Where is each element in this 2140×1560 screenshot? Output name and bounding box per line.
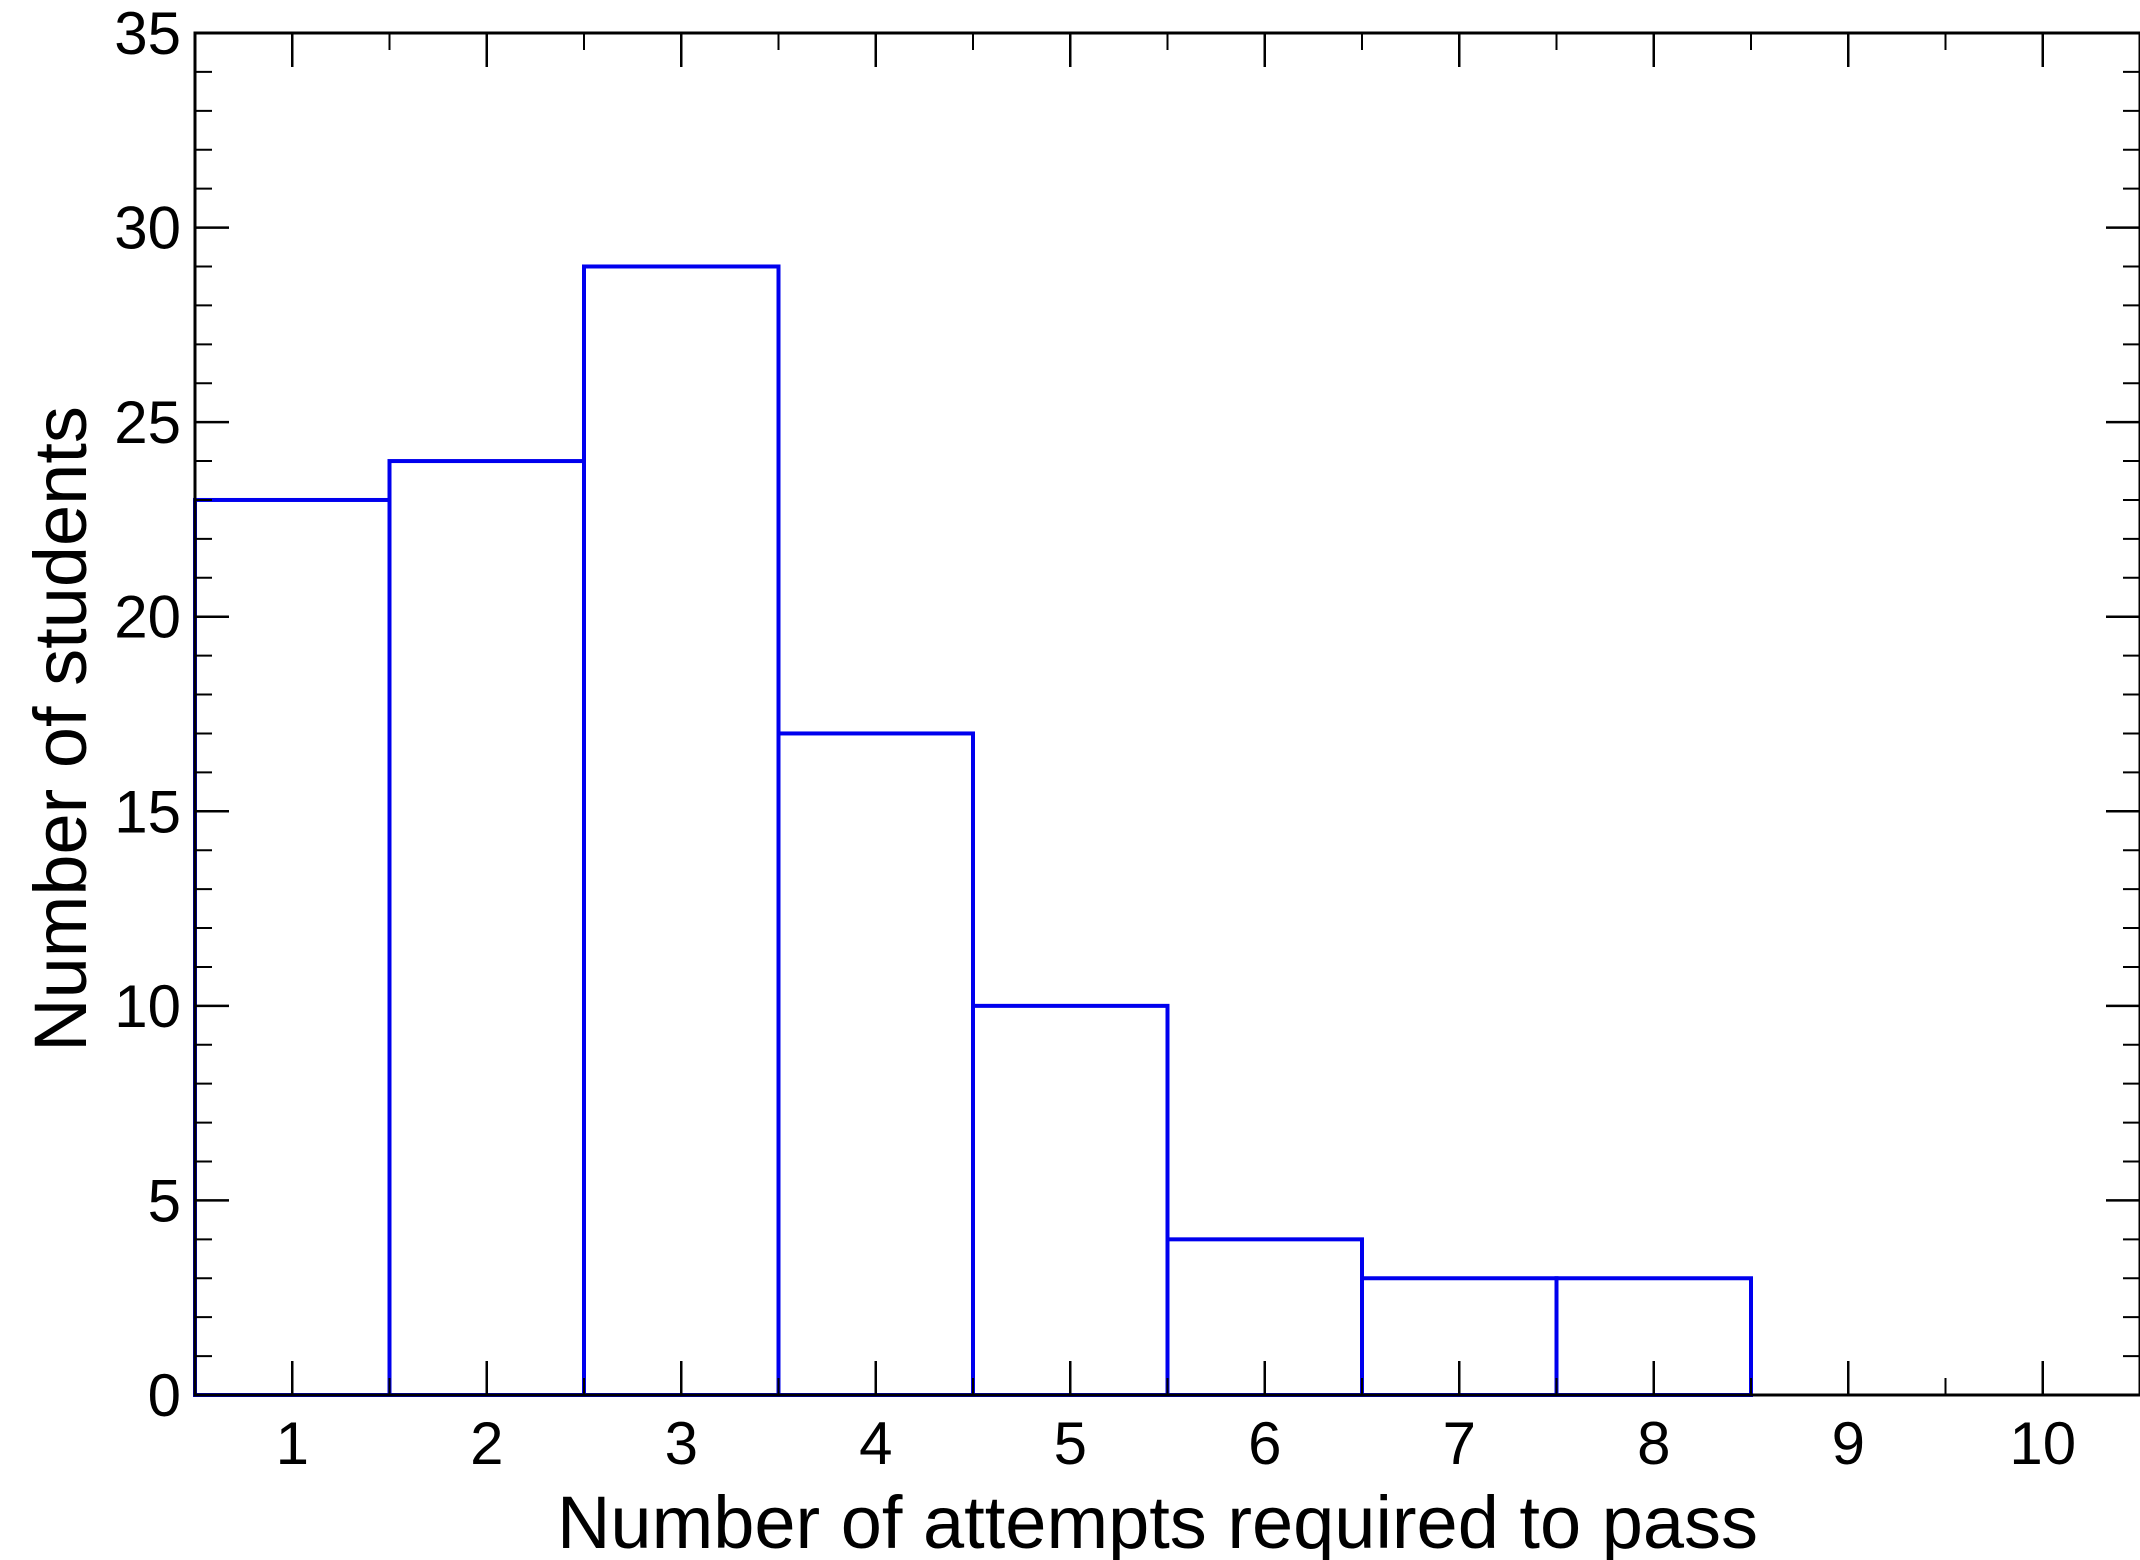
x-tick-label: 8	[1637, 1410, 1670, 1477]
histogram-bar-5	[971, 1003, 1170, 1397]
y-tick-label: 10	[114, 973, 181, 1040]
y-tick-label: 25	[114, 389, 181, 456]
x-tick-label: 4	[859, 1410, 892, 1477]
histogram-bar-3	[582, 264, 781, 1397]
histogram-bar-1	[193, 497, 392, 1397]
histogram-bar-4	[776, 731, 975, 1397]
x-axis-title: Number of attempts required to pass	[557, 1481, 1758, 1560]
y-tick-label: 20	[114, 584, 181, 651]
plot-frame	[193, 31, 2140, 1397]
x-tick-label: 1	[276, 1410, 309, 1477]
x-tick-label: 5	[1054, 1410, 1087, 1477]
y-tick-label: 35	[114, 0, 181, 67]
x-tick-label: 6	[1248, 1410, 1281, 1477]
y-tick-label: 5	[148, 1167, 181, 1234]
y-tick-label: 30	[114, 195, 181, 262]
x-tick-label: 7	[1443, 1410, 1476, 1477]
x-tick-label: 3	[665, 1410, 698, 1477]
bars-layer	[193, 264, 1753, 1398]
histogram-bar-2	[387, 459, 586, 1397]
y-axis-title: Number of students	[19, 406, 102, 1052]
x-tick-label: 10	[2009, 1410, 2076, 1477]
x-tick-label: 9	[1832, 1410, 1865, 1477]
y-tick-label: 15	[114, 778, 181, 845]
x-tick-label: 2	[470, 1410, 503, 1477]
y-tick-label: 0	[148, 1362, 181, 1429]
tick-labels-layer: 0 5 10 15 20 25 30 35 1 2 3 4 5 6 7 8 9 10	[114, 0, 2076, 1477]
